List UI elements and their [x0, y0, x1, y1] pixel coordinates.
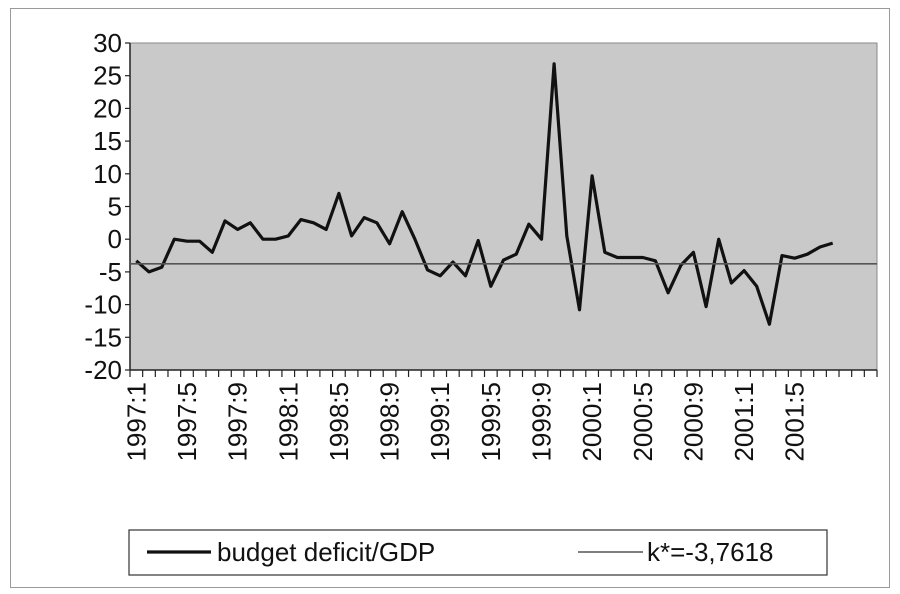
- y-tick-label: 15: [93, 126, 122, 156]
- y-tick-label: 30: [93, 28, 122, 58]
- x-tick-label: 2001:1: [729, 382, 759, 462]
- chart-frame: 30 25 20 15 10 5 0 -5 -10 -15 -20 1997:1 1997:5 1997…: [10, 8, 890, 588]
- x-axis: 1997:1 1997:5 1997:9 1998:1 1998:5 1998:9 1999…: [121, 369, 878, 462]
- x-tick-label: 1999:9: [526, 382, 556, 462]
- legend-label-threshold: k*=-3,7618: [647, 537, 773, 567]
- x-tick-label: 1999:1: [425, 382, 455, 462]
- legend: budget deficit/GDP k*=-3,7618: [128, 529, 828, 576]
- x-tick-label: 1998:9: [375, 382, 405, 462]
- y-tick-label: -15: [84, 322, 122, 352]
- x-tick-label: 2001:5: [780, 382, 810, 462]
- y-tick-label: -10: [84, 290, 122, 320]
- y-tick-label: 5: [108, 192, 122, 222]
- x-tick-label: 1997:5: [172, 382, 202, 462]
- y-tick-label: -5: [99, 257, 122, 287]
- y-tick-label: -20: [84, 355, 122, 385]
- x-tick-label: 1997:1: [121, 382, 151, 462]
- x-tick-label: 1999:5: [476, 382, 506, 462]
- x-tick-label: 1997:9: [223, 382, 253, 462]
- y-tick-label: 10: [93, 159, 122, 189]
- plot-area: [129, 42, 878, 371]
- y-tick-label: 20: [93, 93, 122, 123]
- legend-label-budget-deficit: budget deficit/GDP: [217, 537, 435, 567]
- y-tick-label: 0: [108, 224, 122, 254]
- x-tick-label: 2000:5: [628, 382, 658, 462]
- x-tick-label: 1998:5: [324, 382, 354, 462]
- series-layer: [130, 62, 877, 326]
- x-tick-label: 2000:1: [577, 382, 607, 462]
- y-tick-label: 25: [93, 61, 122, 91]
- legend-box: [128, 529, 828, 576]
- x-tick-label: 1998:1: [273, 382, 303, 462]
- x-tick-label: 2000:9: [678, 382, 708, 462]
